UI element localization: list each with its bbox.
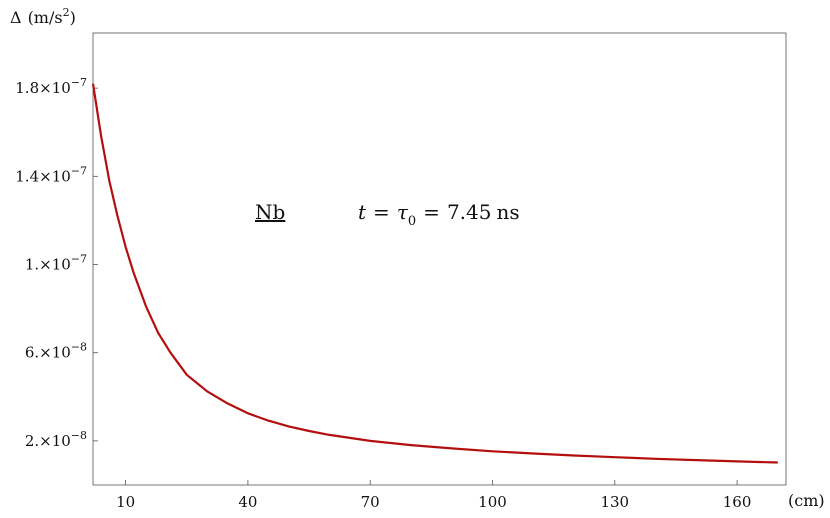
- y-tick-times: ×10: [39, 79, 71, 97]
- annotation: Nb t = τ0 = 7.45 ns: [255, 200, 520, 229]
- y-tick-mantissa: 1.8: [15, 79, 39, 97]
- formula-tau: τ: [397, 200, 409, 224]
- x-tick-label: 40: [238, 493, 257, 511]
- x-axis-label: (cm): [788, 491, 825, 510]
- x-tick-label: 160: [723, 493, 752, 511]
- series-line: [91, 83, 778, 464]
- y-axis-label: Δ (m/s2): [10, 6, 76, 27]
- formula-unit: ns: [496, 200, 519, 224]
- y-tick-label: 1.4×10−7: [15, 164, 87, 185]
- formula-t: t: [358, 200, 367, 224]
- formula-eq1: =: [373, 200, 390, 224]
- x-tick-label: 10: [116, 493, 135, 511]
- annotation-material: Nb: [255, 200, 285, 224]
- x-tick-label: 130: [600, 493, 629, 511]
- y-axis-symbol: Δ: [10, 8, 22, 27]
- formula-eq2: =: [423, 200, 440, 224]
- y-tick-exponent: −7: [71, 253, 87, 266]
- y-axis-unit-exponent: 2: [63, 6, 70, 19]
- x-tick-label: 70: [361, 493, 380, 511]
- series-group: [91, 83, 778, 464]
- y-axis-unit: (m/s: [28, 8, 63, 27]
- formula-tau-subscript: 0: [408, 214, 416, 229]
- y-tick-mantissa: 6.: [25, 344, 39, 362]
- y-tick-times: ×10: [39, 167, 71, 185]
- y-tick-label: 2.×10−8: [25, 429, 87, 450]
- y-axis-unit-close: ): [70, 8, 76, 27]
- x-ticks: 10 40 70 100 130 160: [116, 480, 751, 511]
- y-tick-mantissa: 2.: [25, 432, 39, 450]
- y-tick-exponent: −8: [71, 429, 87, 442]
- y-tick-mantissa: 1.4: [15, 167, 39, 185]
- y-tick-times: ×10: [39, 344, 71, 362]
- y-tick-times: ×10: [39, 432, 71, 450]
- svg-text:Δ(m/s2): Δ (m/s2): [10, 6, 76, 27]
- y-ticks: 1.8×10−71.4×10−71.×10−76.×10−82.×10−8: [15, 76, 98, 450]
- y-tick-label: 1.×10−7: [25, 253, 87, 274]
- formula-value: 7.45: [447, 200, 492, 224]
- y-tick-label: 6.×10−8: [25, 341, 87, 362]
- y-tick-label: 1.8×10−7: [15, 76, 87, 97]
- y-tick-times: ×10: [39, 256, 71, 274]
- x-tick-label: 100: [478, 493, 507, 511]
- y-tick-exponent: −8: [71, 341, 87, 354]
- annotation-formula: t = τ0 = 7.45 ns: [358, 200, 520, 229]
- y-tick-exponent: −7: [71, 164, 87, 177]
- y-tick-mantissa: 1.: [25, 256, 39, 274]
- plot-frame: [92, 32, 787, 486]
- y-tick-exponent: −7: [71, 76, 87, 89]
